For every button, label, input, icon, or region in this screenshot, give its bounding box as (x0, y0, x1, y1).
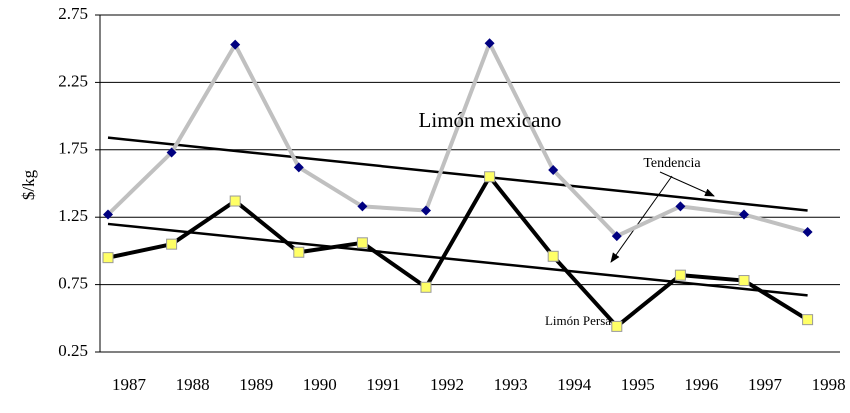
x-tick-label: 1990 (303, 375, 337, 394)
series-line (107, 174, 809, 329)
x-tick-label: 1994 (557, 375, 592, 394)
y-tick-label: 0.75 (58, 274, 88, 293)
y-tick-label: 1.75 (58, 139, 88, 158)
point (293, 246, 305, 258)
x-tick-label: 1996 (684, 375, 718, 394)
y-tick-label: 1.25 (58, 206, 88, 225)
y-axis-label: $/kg (19, 169, 38, 200)
point (547, 250, 559, 262)
point (420, 281, 432, 293)
point (229, 195, 241, 207)
point (356, 237, 368, 249)
x-tick-label: 1988 (176, 375, 210, 394)
annotation: Tendencia (643, 156, 701, 171)
y-tick-label: 0.25 (58, 341, 88, 360)
arrow (659, 171, 715, 197)
trend-line (107, 136, 808, 212)
point (484, 38, 495, 49)
x-tick-label: 1993 (494, 375, 528, 394)
point (674, 269, 686, 281)
x-tick-label: 1992 (430, 375, 464, 394)
point (484, 171, 496, 183)
x-tick-label: 1998 (812, 375, 846, 394)
y-tick-label: 2.75 (58, 4, 88, 23)
point (166, 238, 178, 250)
x-tick-label: 1991 (366, 375, 400, 394)
point (802, 314, 814, 326)
point (739, 209, 749, 220)
y-tick-label: 2.25 (58, 71, 88, 90)
point (421, 205, 431, 216)
point (357, 201, 368, 212)
series-label: Limón Persa (545, 313, 611, 328)
point (802, 227, 813, 238)
trend-line (107, 222, 808, 297)
series-label: Limón mexicano (419, 108, 562, 132)
point (102, 252, 114, 264)
x-tick-label: 1989 (239, 375, 273, 394)
point (293, 162, 304, 173)
point (611, 320, 623, 332)
x-tick-label: 1997 (748, 375, 783, 394)
x-tick-label: 1987 (112, 375, 147, 394)
arrow (610, 175, 673, 263)
point (611, 231, 622, 242)
point (548, 165, 559, 176)
x-tick-label: 1995 (621, 375, 655, 394)
point (166, 147, 177, 158)
point (103, 209, 113, 220)
point (738, 275, 750, 287)
series-line (106, 41, 809, 239)
point (230, 39, 241, 50)
point (675, 201, 686, 212)
